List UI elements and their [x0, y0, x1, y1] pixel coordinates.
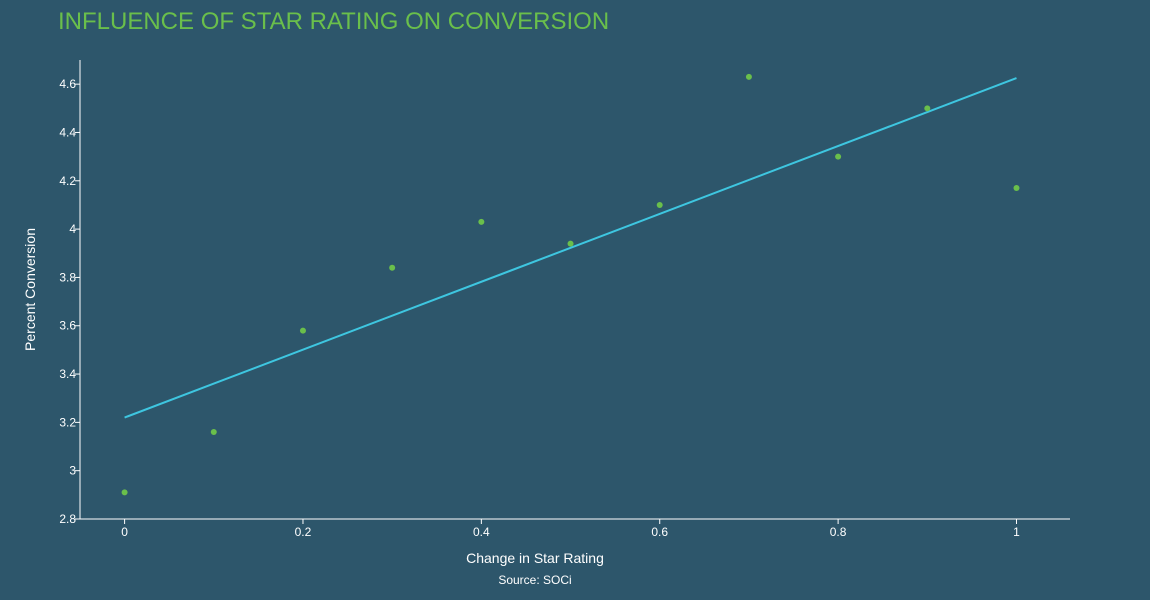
- y-tick-label: 2.8: [59, 512, 76, 526]
- data-point: [210, 429, 217, 436]
- y-axis-title: Percent Conversion: [22, 228, 38, 351]
- axes: [79, 60, 1070, 520]
- chart-title: INFLUENCE OF STAR RATING ON CONVERSION: [58, 8, 610, 35]
- data-point: [567, 240, 574, 247]
- data-point: [299, 327, 306, 334]
- x-tick-label: 0: [121, 525, 128, 539]
- y-tick-label: 4.4: [59, 125, 76, 139]
- data-point: [835, 153, 842, 160]
- x-tick-label: 0.2: [295, 525, 312, 539]
- data-point: [389, 264, 396, 271]
- data-point: [478, 218, 485, 225]
- x-tick-label: 0.4: [473, 525, 490, 539]
- data-point: [656, 201, 663, 208]
- y-tick-label: 3.2: [59, 415, 76, 429]
- y-tick-label: 4.2: [59, 174, 76, 188]
- data-point: [1013, 185, 1020, 192]
- data-points: [121, 73, 1020, 496]
- x-tick-label: 0.8: [830, 525, 847, 539]
- data-point: [745, 73, 752, 80]
- x-tick-label: 0.6: [651, 525, 668, 539]
- source-note: Source: SOCi: [498, 573, 571, 587]
- y-tick-label: 4: [69, 222, 76, 236]
- x-tick-label: 1: [1013, 525, 1020, 539]
- trendline: [124, 77, 1017, 419]
- y-tick-label: 3: [69, 464, 76, 478]
- y-tick-label: 3.4: [59, 367, 76, 381]
- y-tick-label: 3.6: [59, 319, 76, 333]
- y-tick-label: 3.8: [59, 270, 76, 284]
- y-axis-ticks: 2.8 3 3.2 3.4 3.6 3.8 4 4.2 4.4 4.6: [59, 77, 80, 526]
- data-point: [924, 105, 931, 112]
- y-tick-label: 4.6: [59, 77, 76, 91]
- trendline-group: [124, 77, 1017, 419]
- x-axis-title: Change in Star Rating: [466, 550, 604, 566]
- x-axis-ticks: 0 0.2 0.4 0.6 0.8 1: [121, 519, 1020, 539]
- data-point: [121, 489, 128, 496]
